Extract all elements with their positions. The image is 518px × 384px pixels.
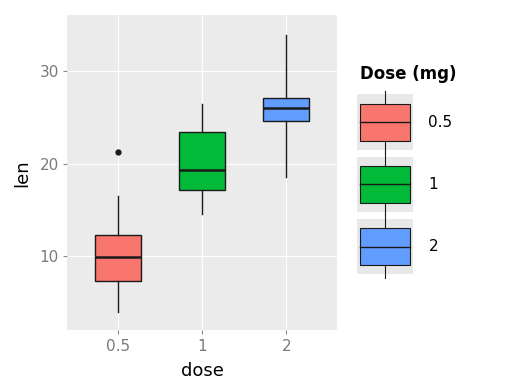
Bar xyxy=(357,219,413,274)
Y-axis label: len: len xyxy=(13,159,31,187)
Text: Dose (mg): Dose (mg) xyxy=(360,65,456,83)
X-axis label: dose: dose xyxy=(181,362,223,380)
Text: 1: 1 xyxy=(428,177,438,192)
Bar xyxy=(179,132,225,190)
Bar xyxy=(360,228,410,265)
Text: 2: 2 xyxy=(428,239,438,254)
Bar xyxy=(357,157,413,212)
Bar xyxy=(357,94,413,150)
Bar xyxy=(95,235,141,281)
Text: 0.5: 0.5 xyxy=(428,114,453,130)
Bar xyxy=(360,104,410,141)
Bar xyxy=(360,166,410,203)
Bar xyxy=(263,98,309,121)
